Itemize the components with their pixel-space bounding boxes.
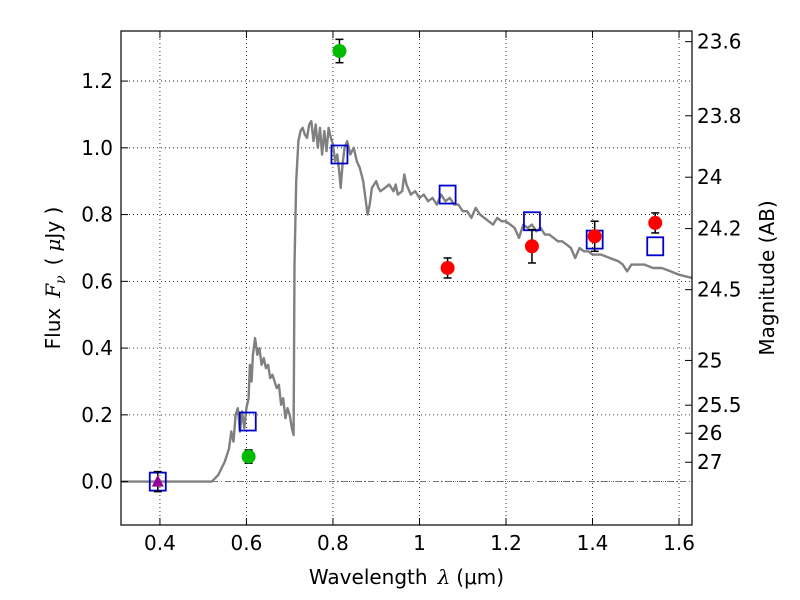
y2-tick-label: 27 bbox=[697, 450, 722, 474]
observed-circle-marker bbox=[587, 229, 602, 244]
model-square-marker bbox=[646, 236, 665, 257]
x-label-unit: (μm) bbox=[456, 565, 504, 589]
plot-frame bbox=[120, 30, 693, 526]
x-tick-label: 1 bbox=[413, 531, 426, 555]
y2-tick-label: 24.2 bbox=[697, 217, 742, 241]
x-label-text: Wavelength bbox=[309, 565, 428, 589]
y-tick-label: 0.4 bbox=[81, 336, 113, 360]
observed-circle-marker bbox=[648, 215, 663, 230]
y2-tick-label: 23.8 bbox=[697, 104, 742, 128]
y-label-unit: Jy ) bbox=[41, 207, 65, 241]
y2-tick-label: 26 bbox=[697, 421, 722, 445]
y2-tick-label: 24.5 bbox=[697, 278, 742, 302]
y-label-subscript: ν bbox=[53, 275, 69, 284]
model-square-marker bbox=[438, 184, 457, 205]
x-tick-label: 1.2 bbox=[490, 531, 522, 555]
y-tick-label: 1.0 bbox=[81, 136, 113, 160]
y2-tick-label: 24 bbox=[697, 165, 722, 189]
x-axis-label: Wavelength λ (μm) bbox=[309, 565, 504, 589]
y2-tick-label: 25 bbox=[697, 348, 722, 372]
axis-ticks: 0.4 0.6 0.8 1 1.2 1.4 1.6 0.0 0.2 0.4 0.6 0.8 1.0 1.2… bbox=[81, 30, 741, 555]
y-axis-label: Flux Fν ( μJy ) bbox=[41, 207, 69, 350]
y-tick-label: 0.2 bbox=[81, 403, 113, 427]
observed-circle-marker bbox=[241, 449, 256, 464]
y-label-symbol: F bbox=[41, 283, 65, 299]
model-sed-line bbox=[121, 119, 692, 483]
y2-tick-label: 25.5 bbox=[697, 393, 742, 417]
x-tick-label: 1.6 bbox=[663, 531, 695, 555]
plot-area bbox=[121, 38, 692, 493]
y-label-mu: μ bbox=[41, 239, 65, 252]
y2-tick-label: 23.6 bbox=[697, 30, 742, 54]
x-label-symbol: λ bbox=[437, 565, 451, 589]
x-tick-label: 0.6 bbox=[231, 531, 263, 555]
x-tick-label: 0.8 bbox=[317, 531, 349, 555]
x-tick-label: 0.4 bbox=[144, 531, 176, 555]
y-label-text: Flux bbox=[41, 308, 65, 350]
y-label-paren: ( bbox=[41, 258, 65, 266]
observed-circle-marker bbox=[524, 239, 539, 254]
data-markers bbox=[148, 38, 665, 493]
observed-triangle-marker bbox=[151, 474, 164, 487]
observed-circle-marker bbox=[440, 260, 455, 275]
model-square-marker bbox=[330, 144, 349, 165]
y-tick-label: 1.2 bbox=[81, 69, 113, 93]
x-tick-label: 1.4 bbox=[577, 531, 609, 555]
y2-axis-label: Magnitude (AB) bbox=[755, 200, 779, 355]
y-tick-label: 0.8 bbox=[81, 203, 113, 227]
y-tick-label: 0.0 bbox=[81, 470, 113, 494]
model-square-marker bbox=[238, 411, 257, 432]
observed-circle-marker bbox=[332, 44, 347, 59]
y-tick-label: 0.6 bbox=[81, 269, 113, 293]
